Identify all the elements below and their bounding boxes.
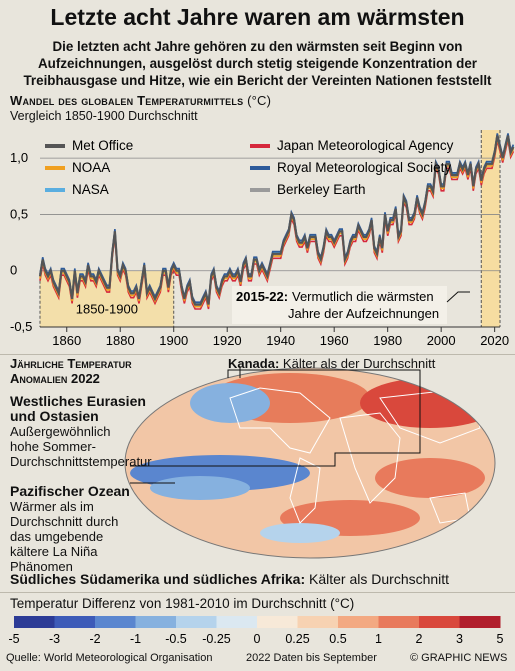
x-tick-label: 1900 (159, 333, 188, 348)
pacific-cool-zone (150, 476, 250, 500)
scale-swatch (216, 616, 258, 628)
page-subtitle: Die letzten acht Jahre gehören zu den wä… (23, 39, 492, 88)
legend-label: NOAA (72, 160, 110, 175)
canada-label: Kanada: Kälter als der Durchschnitt (228, 356, 436, 371)
chart-title: Wandel des globalen Temperaturmittels (°… (10, 93, 272, 108)
scale-swatch (297, 616, 339, 628)
scale-swatch (95, 616, 136, 628)
southern-cold-zone (260, 523, 340, 543)
credit: © GRAPHIC NEWS (410, 652, 508, 664)
scale-tick-label: -0.5 (165, 632, 187, 646)
annotation-years: 2015-22: (236, 289, 288, 304)
scale-swatch (419, 616, 460, 628)
legend-label: Berkeley Earth (277, 182, 366, 197)
source-note: Quelle: World Meteorological Organisatio… (6, 652, 213, 664)
eurasia-pointer (130, 369, 421, 467)
map-section-title: Jährliche Temperatur Anomalien 2022 (10, 356, 132, 386)
scale-tick-label: -1 (130, 632, 141, 646)
south-label: Südliches Südamerika und südliches Afrik… (10, 571, 450, 587)
x-tick-label: 1980 (373, 333, 402, 348)
x-tick-label: 1940 (266, 333, 295, 348)
scale-swatch (459, 616, 501, 628)
scale-tick-label: -3 (49, 632, 60, 646)
eurasia-label: Westliches Eurasien und Ostasien Außergew… (10, 393, 152, 470)
scale-tick-label: -5 (8, 632, 19, 646)
scale-tick-label: 2 (416, 632, 423, 646)
scale-swatch (54, 616, 96, 628)
x-tick-label: 1880 (106, 333, 135, 348)
scale-tick-label: 0.25 (285, 632, 309, 646)
scale-tick-label: 0.5 (329, 632, 346, 646)
data-note: 2022 Daten bis September (246, 652, 377, 664)
scale-tick-label: -0.25 (202, 632, 231, 646)
baseline-period-label: 1850-1900 (76, 301, 138, 316)
east-asia-warm-zone (360, 378, 495, 428)
anomaly-map (124, 366, 496, 559)
legend-label: Met Office (72, 138, 133, 153)
y-tick-label: 0 (10, 263, 17, 278)
scale-swatch (14, 616, 55, 628)
scale-tick-label: 5 (497, 632, 504, 646)
annotation-text-line1: Vermutlich die wärmsten (292, 289, 434, 304)
scale-swatch (338, 616, 379, 628)
page-title: Letzte acht Jahre waren am wärmsten (50, 4, 465, 30)
scale-tick-label: 1 (375, 632, 382, 646)
series-line (38, 135, 515, 306)
x-tick-label: 2020 (480, 333, 509, 348)
indian-ocean-warm-zone (375, 458, 485, 498)
annotation-pointer (446, 291, 470, 303)
highlight-range (481, 130, 500, 327)
scale-tick-label: 3 (456, 632, 463, 646)
color-scale: -5 -3 -2 -1 -0.5 -0.25 0 0.25 0.5 1 2 3 5 (8, 616, 504, 646)
scale-tick-label: 0 (254, 632, 261, 646)
annotation-text-line2: Jahre der Aufzeichnungen (288, 306, 439, 321)
divider (0, 592, 515, 593)
highlight-range (40, 270, 174, 327)
scale-swatch (135, 616, 177, 628)
y-tick-label: 1,0 (10, 150, 28, 165)
scale-title: Temperatur Differenz von 1981-2010 im Du… (10, 596, 355, 611)
scale-tick-label: -2 (89, 632, 100, 646)
scale-swatch (176, 616, 217, 628)
continent-outline (229, 387, 331, 454)
x-tick-label: 1860 (52, 333, 81, 348)
x-tick-label: 1960 (320, 333, 349, 348)
scale-swatch (257, 616, 298, 628)
temperature-line-chart: 1,0 0,5 0 -0,5 1860 1880 1900 1920 1940 1960 1980 2… (10, 130, 515, 348)
chart-subtitle: Vergleich 1850-1900 Durchschnitt (10, 109, 198, 123)
annotation-box (232, 286, 447, 324)
canada-cold-zone (190, 383, 270, 423)
legend-label: Japan Meteorological Agency (277, 138, 454, 153)
x-tick-label: 2000 (427, 333, 456, 348)
legend-label: Royal Meteorological Society (277, 160, 451, 175)
divider (0, 354, 515, 355)
map-border (124, 367, 496, 559)
legend-label: NASA (72, 182, 109, 197)
scale-swatch (378, 616, 420, 628)
x-tick-label: 1920 (213, 333, 242, 348)
y-tick-label: 0,5 (10, 206, 28, 221)
continent-outline (339, 412, 401, 504)
pacific-label: Pazifischer Ozean Wärmer als im Durchschn… (10, 483, 130, 575)
y-tick-label: -0,5 (10, 319, 32, 334)
